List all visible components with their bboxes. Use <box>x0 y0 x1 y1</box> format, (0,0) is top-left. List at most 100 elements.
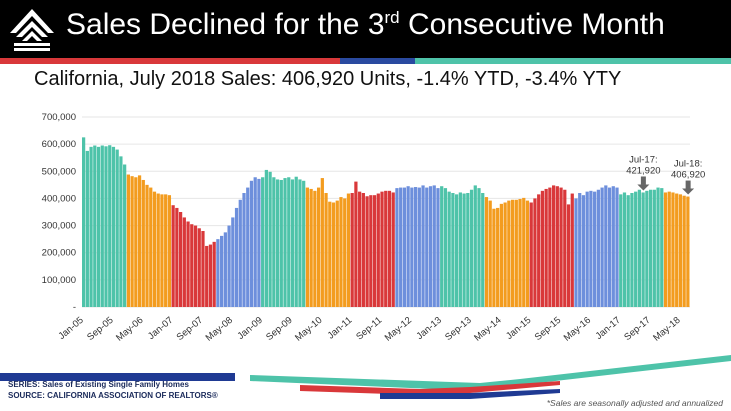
bar <box>413 187 418 307</box>
x-tick-label: May-10 <box>293 315 324 344</box>
chart-subtitle: California, July 2018 Sales: 406,920 Uni… <box>34 68 622 90</box>
bar <box>604 185 608 307</box>
bar <box>279 179 283 307</box>
bar <box>667 191 671 307</box>
bar <box>89 146 93 307</box>
y-tick-label: 600,000 <box>42 139 76 150</box>
bar <box>518 198 522 307</box>
annotation-arrowhead <box>682 188 695 195</box>
bar <box>167 195 172 307</box>
x-tick-label: Jan-07 <box>146 315 175 342</box>
bar <box>275 179 280 307</box>
bar <box>123 164 127 307</box>
bar <box>462 193 466 307</box>
bar <box>376 193 380 307</box>
bar <box>652 189 656 307</box>
annotation-arrowhead <box>637 184 650 191</box>
bar <box>294 176 298 307</box>
bar <box>477 188 481 307</box>
bar <box>193 225 198 307</box>
bar <box>238 199 242 307</box>
footer-note: *Sales are seasonally adjusted and annua… <box>546 398 723 408</box>
bar <box>134 177 138 307</box>
bar <box>141 179 145 307</box>
bar <box>678 194 683 307</box>
bar <box>611 186 615 307</box>
bar <box>126 174 130 307</box>
bar <box>671 192 675 307</box>
bar <box>566 204 571 307</box>
bar <box>533 198 537 307</box>
bar <box>574 198 578 307</box>
header-banner: Sales Declined for the 3rd Consecutive M… <box>0 0 731 58</box>
bar <box>619 194 623 307</box>
bar <box>563 189 567 307</box>
x-tick-label: Jan-09 <box>236 315 265 342</box>
bar <box>656 187 660 307</box>
bar <box>481 193 485 307</box>
x-tick-label: May-16 <box>562 315 593 344</box>
bar <box>182 217 186 307</box>
bar <box>537 194 541 307</box>
bar <box>417 187 421 307</box>
bar <box>171 205 175 307</box>
bar <box>626 195 630 307</box>
bar <box>231 217 235 307</box>
bar <box>249 180 254 307</box>
bar <box>473 185 477 307</box>
sales-bar-chart: - 100,000 200,000 300,000 400,000 500,000 600,… <box>42 112 706 344</box>
bar <box>682 195 686 307</box>
bar <box>589 190 593 307</box>
bar <box>496 207 500 307</box>
footer-series-label: SERIES: Sales of Existing Single Family … <box>8 380 189 389</box>
bar <box>570 193 574 307</box>
bar <box>630 193 634 307</box>
realtors-logo-icon <box>10 9 54 51</box>
accent-bar-navy <box>340 58 415 64</box>
bar <box>160 194 164 307</box>
bar <box>466 193 470 307</box>
bar <box>361 193 365 307</box>
bar <box>425 187 429 307</box>
bar <box>309 188 313 307</box>
bar <box>402 187 407 307</box>
y-axis-ticks: - 100,000 200,000 300,000 400,000 500,000 600,… <box>42 112 76 313</box>
annotation-label: Jul-18: <box>674 159 703 170</box>
bar <box>290 179 295 307</box>
bar <box>119 156 123 307</box>
bar <box>372 195 377 307</box>
x-tick-label: Sep-09 <box>264 315 295 343</box>
bar <box>313 190 317 307</box>
y-tick-label: 200,000 <box>42 248 76 259</box>
bar <box>447 191 451 307</box>
bar <box>201 231 205 307</box>
x-tick-label: May-06 <box>114 315 145 344</box>
x-tick-label: May-18 <box>651 315 682 344</box>
bar <box>648 189 653 307</box>
bar <box>220 235 224 307</box>
x-tick-label: Jan-13 <box>415 315 444 342</box>
bar <box>443 188 448 307</box>
page-title: Sales Declined for the 3rd Consecutive M… <box>66 8 665 41</box>
bar <box>663 192 668 307</box>
bar <box>108 145 112 307</box>
bar <box>343 198 347 307</box>
y-tick-label: 100,000 <box>42 275 76 286</box>
bar <box>316 187 321 307</box>
bar <box>85 150 89 307</box>
x-tick-label: Sep-15 <box>533 315 564 343</box>
x-tick-label: Sep-07 <box>175 315 206 343</box>
accent-bar-teal <box>415 58 731 64</box>
bar <box>492 208 496 307</box>
y-tick-label: 700,000 <box>42 112 76 123</box>
bar <box>522 197 526 307</box>
bar <box>675 193 679 307</box>
bar <box>264 169 268 307</box>
bar <box>507 200 511 307</box>
bar <box>156 193 160 307</box>
footer-decoration <box>0 355 731 399</box>
bar <box>540 190 545 307</box>
bar <box>395 188 399 307</box>
bar <box>152 191 157 307</box>
annotation-arrow <box>685 180 691 189</box>
